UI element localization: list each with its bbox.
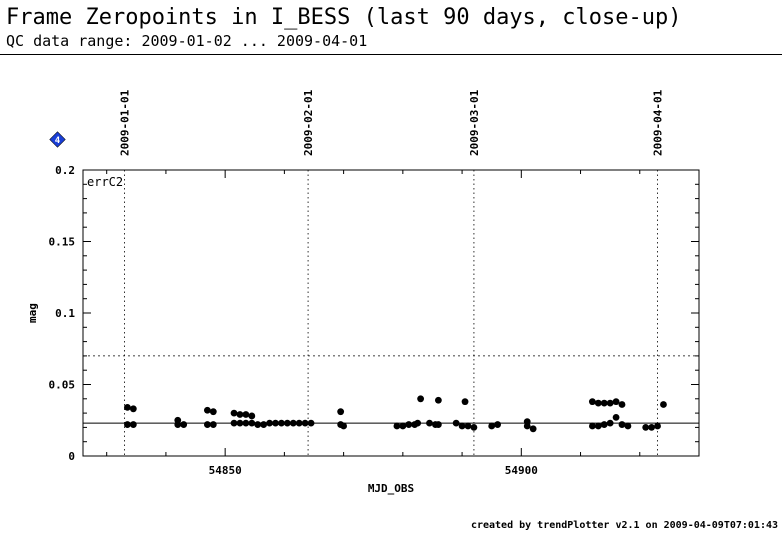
- data-point: [523, 422, 531, 430]
- data-point: [209, 421, 217, 428]
- data-point: [461, 398, 469, 406]
- data-point: [606, 419, 614, 427]
- chart-subtitle: QC data range: 2009-01-02 ... 2009-04-01: [6, 32, 368, 50]
- data-point: [654, 422, 661, 430]
- data-point: [283, 419, 291, 427]
- y-tick-label: 0.15: [49, 236, 76, 249]
- data-point: [588, 398, 596, 406]
- data-point: [464, 422, 472, 430]
- data-point: [612, 398, 620, 406]
- data-point: [414, 419, 422, 427]
- data-point: [612, 413, 620, 421]
- data-point: [236, 419, 244, 427]
- data-point: [278, 419, 285, 427]
- data-point: [434, 396, 442, 404]
- data-point: [180, 421, 188, 428]
- data-point: [393, 422, 401, 430]
- data-point: [129, 405, 137, 413]
- data-point: [295, 419, 303, 427]
- data-point: [434, 421, 442, 428]
- data-point: [642, 424, 650, 431]
- data-point: [301, 419, 309, 427]
- data-point: [340, 422, 348, 430]
- data-point: [624, 422, 632, 430]
- data-point: [417, 395, 425, 403]
- y-axis-label: mag: [26, 303, 39, 323]
- data-point: [600, 399, 608, 407]
- credit-footer: created by trendPlotter v2.1 on 2009-04-…: [470, 520, 778, 531]
- data-point: [648, 424, 656, 431]
- y-tick-label: 0.1: [55, 307, 75, 320]
- data-point: [494, 421, 502, 428]
- marker-badge-icon: 4: [49, 131, 66, 148]
- plot-frame: [82, 169, 700, 457]
- data-point: [266, 419, 273, 427]
- data-point: [660, 401, 667, 408]
- data-point: [307, 419, 315, 427]
- x-tick-label: 54900: [505, 464, 538, 477]
- x-axis-label: MJD_OBS: [368, 482, 414, 495]
- data-point: [426, 419, 433, 427]
- y-tick-label: 0.05: [49, 379, 76, 392]
- data-point: [203, 406, 211, 414]
- data-point: [124, 403, 131, 411]
- marker-badge-label: 4: [55, 136, 61, 146]
- header-divider: [0, 54, 782, 55]
- date-marker-label: 2009-01-01: [118, 89, 131, 156]
- data-point: [174, 421, 182, 428]
- data-point: [470, 424, 478, 431]
- data-point: [488, 422, 496, 430]
- y-tick-label: 0: [68, 450, 75, 463]
- data-point: [203, 421, 211, 428]
- data-point: [236, 411, 244, 418]
- data-point: [399, 422, 407, 430]
- data-point: [405, 421, 413, 428]
- data-point: [124, 421, 131, 428]
- data-point: [289, 419, 297, 427]
- data-point: [230, 419, 238, 427]
- y-tick-label: 0.2: [55, 164, 75, 177]
- date-marker-label: 2009-03-01: [468, 89, 481, 156]
- data-point: [618, 421, 626, 428]
- data-point: [458, 422, 466, 430]
- data-point: [337, 408, 345, 416]
- date-marker-label: 2009-04-01: [652, 89, 665, 156]
- data-point: [260, 421, 268, 428]
- data-point: [594, 422, 602, 430]
- data-point: [254, 421, 262, 428]
- data-point: [248, 412, 256, 420]
- panel-label: errC2: [87, 175, 123, 189]
- data-point: [248, 419, 256, 427]
- chart-title: Frame Zeropoints in I_BESS (last 90 days…: [6, 5, 682, 30]
- data-point: [594, 399, 602, 407]
- data-point: [242, 419, 250, 427]
- data-point: [230, 409, 238, 417]
- data-point: [272, 419, 279, 427]
- data-point: [529, 425, 537, 433]
- date-marker-label: 2009-02-01: [302, 89, 315, 156]
- data-point: [588, 422, 596, 430]
- data-point: [600, 421, 608, 428]
- data-point: [209, 408, 217, 416]
- x-tick-label: 54850: [209, 464, 242, 477]
- data-point: [129, 421, 137, 428]
- data-point: [452, 419, 460, 427]
- data-point: [606, 399, 614, 407]
- data-point: [618, 401, 626, 408]
- data-point: [242, 411, 250, 418]
